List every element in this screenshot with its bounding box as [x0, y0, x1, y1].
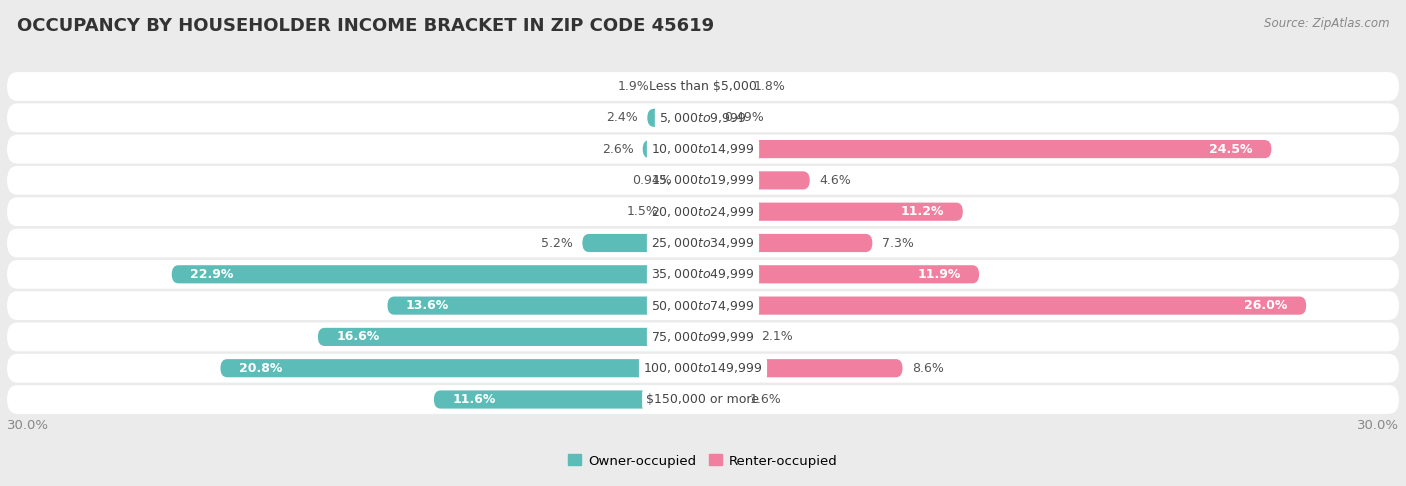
Text: 0.49%: 0.49%	[724, 111, 763, 124]
FancyBboxPatch shape	[7, 323, 1399, 351]
FancyBboxPatch shape	[647, 109, 703, 127]
Text: Source: ZipAtlas.com: Source: ZipAtlas.com	[1264, 17, 1389, 30]
Text: 2.1%: 2.1%	[761, 330, 793, 344]
FancyBboxPatch shape	[388, 296, 703, 314]
Text: 30.0%: 30.0%	[1357, 418, 1399, 432]
Text: $35,000 to $49,999: $35,000 to $49,999	[651, 267, 755, 281]
Text: 30.0%: 30.0%	[7, 418, 49, 432]
Legend: Owner-occupied, Renter-occupied: Owner-occupied, Renter-occupied	[562, 449, 844, 473]
Text: 1.5%: 1.5%	[627, 205, 659, 218]
FancyBboxPatch shape	[703, 109, 714, 127]
Text: $10,000 to $14,999: $10,000 to $14,999	[651, 142, 755, 156]
FancyBboxPatch shape	[221, 359, 703, 377]
FancyBboxPatch shape	[7, 385, 1399, 414]
Text: 4.6%: 4.6%	[818, 174, 851, 187]
FancyBboxPatch shape	[703, 203, 963, 221]
FancyBboxPatch shape	[7, 72, 1399, 101]
Text: Less than $5,000: Less than $5,000	[650, 80, 756, 93]
FancyBboxPatch shape	[172, 265, 703, 283]
Text: $15,000 to $19,999: $15,000 to $19,999	[651, 174, 755, 188]
Text: 1.8%: 1.8%	[754, 80, 786, 93]
Text: 11.9%: 11.9%	[917, 268, 960, 281]
FancyBboxPatch shape	[643, 140, 703, 158]
FancyBboxPatch shape	[668, 203, 703, 221]
Text: 8.6%: 8.6%	[912, 362, 943, 375]
Text: $100,000 to $149,999: $100,000 to $149,999	[644, 361, 762, 375]
FancyBboxPatch shape	[703, 140, 1271, 158]
Text: $25,000 to $34,999: $25,000 to $34,999	[651, 236, 755, 250]
Text: $20,000 to $24,999: $20,000 to $24,999	[651, 205, 755, 219]
Text: 11.2%: 11.2%	[901, 205, 945, 218]
Text: $75,000 to $99,999: $75,000 to $99,999	[651, 330, 755, 344]
Text: $50,000 to $74,999: $50,000 to $74,999	[651, 298, 755, 312]
FancyBboxPatch shape	[434, 390, 703, 409]
Text: 1.6%: 1.6%	[749, 393, 782, 406]
Text: 20.8%: 20.8%	[239, 362, 283, 375]
FancyBboxPatch shape	[703, 328, 752, 346]
FancyBboxPatch shape	[681, 172, 703, 190]
FancyBboxPatch shape	[7, 354, 1399, 382]
FancyBboxPatch shape	[703, 390, 740, 409]
FancyBboxPatch shape	[7, 291, 1399, 320]
FancyBboxPatch shape	[318, 328, 703, 346]
FancyBboxPatch shape	[703, 296, 1306, 314]
FancyBboxPatch shape	[7, 104, 1399, 132]
FancyBboxPatch shape	[582, 234, 703, 252]
FancyBboxPatch shape	[7, 135, 1399, 163]
FancyBboxPatch shape	[7, 260, 1399, 289]
Text: 5.2%: 5.2%	[541, 237, 574, 249]
Text: 11.6%: 11.6%	[453, 393, 496, 406]
FancyBboxPatch shape	[7, 228, 1399, 258]
FancyBboxPatch shape	[7, 197, 1399, 226]
FancyBboxPatch shape	[7, 166, 1399, 195]
Text: 7.3%: 7.3%	[882, 237, 914, 249]
FancyBboxPatch shape	[703, 265, 979, 283]
Text: 2.6%: 2.6%	[602, 142, 633, 156]
Text: 16.6%: 16.6%	[336, 330, 380, 344]
Text: $150,000 or more: $150,000 or more	[647, 393, 759, 406]
Text: 1.9%: 1.9%	[617, 80, 650, 93]
Text: 24.5%: 24.5%	[1209, 142, 1253, 156]
Text: 0.94%: 0.94%	[633, 174, 672, 187]
Text: OCCUPANCY BY HOUSEHOLDER INCOME BRACKET IN ZIP CODE 45619: OCCUPANCY BY HOUSEHOLDER INCOME BRACKET …	[17, 17, 714, 35]
Text: 2.4%: 2.4%	[606, 111, 638, 124]
Text: $5,000 to $9,999: $5,000 to $9,999	[659, 111, 747, 125]
Text: 13.6%: 13.6%	[406, 299, 450, 312]
Text: 26.0%: 26.0%	[1244, 299, 1288, 312]
FancyBboxPatch shape	[703, 77, 745, 96]
FancyBboxPatch shape	[703, 359, 903, 377]
FancyBboxPatch shape	[703, 172, 810, 190]
Text: 22.9%: 22.9%	[190, 268, 233, 281]
FancyBboxPatch shape	[703, 234, 872, 252]
FancyBboxPatch shape	[659, 77, 703, 96]
